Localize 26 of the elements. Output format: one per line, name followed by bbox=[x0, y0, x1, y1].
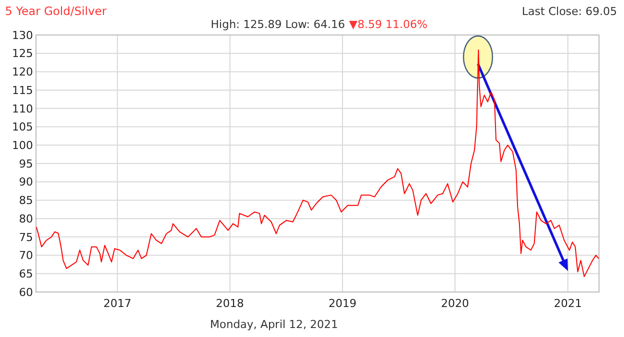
y-tick-label: 80 bbox=[19, 212, 33, 226]
y-tick-label: 120 bbox=[12, 66, 33, 79]
y-tick-label: 70 bbox=[19, 249, 33, 262]
line-series bbox=[36, 50, 600, 278]
text: Last Close: 69.05 bbox=[522, 5, 617, 18]
x-tick-label: 2019 bbox=[328, 297, 356, 310]
y-tick-label: 85 bbox=[19, 194, 33, 208]
y-tick-label: 95 bbox=[19, 157, 33, 170]
x-tick-label: 2017 bbox=[103, 297, 132, 310]
y-tick-label: 100 bbox=[12, 138, 33, 152]
y-tick-label: 90 bbox=[19, 176, 33, 189]
y-tick-label: 125 bbox=[12, 47, 33, 60]
y-tick-label: 130 bbox=[12, 28, 33, 42]
chart-subtitle: High: 125.89 Low: 64.16 bbox=[210, 18, 345, 31]
x-tick-label: 2021 bbox=[554, 297, 582, 310]
y-tick-label: 65 bbox=[19, 267, 33, 280]
y-tick-label: 115 bbox=[12, 84, 33, 97]
x-tick-label: 2020 bbox=[441, 297, 470, 310]
y-tick-label: 60 bbox=[19, 286, 33, 299]
text: ▼8.59 11.06% bbox=[349, 18, 428, 31]
y-tick-label: 75 bbox=[19, 230, 33, 244]
x-tick-label: 2018 bbox=[216, 297, 244, 310]
chart-title: 5 Year Gold/Silver bbox=[5, 4, 107, 18]
y-tick-label: 110 bbox=[12, 102, 33, 116]
y-tick-label: 105 bbox=[12, 120, 33, 134]
text: Monday, April 12, 2021 bbox=[210, 318, 338, 331]
